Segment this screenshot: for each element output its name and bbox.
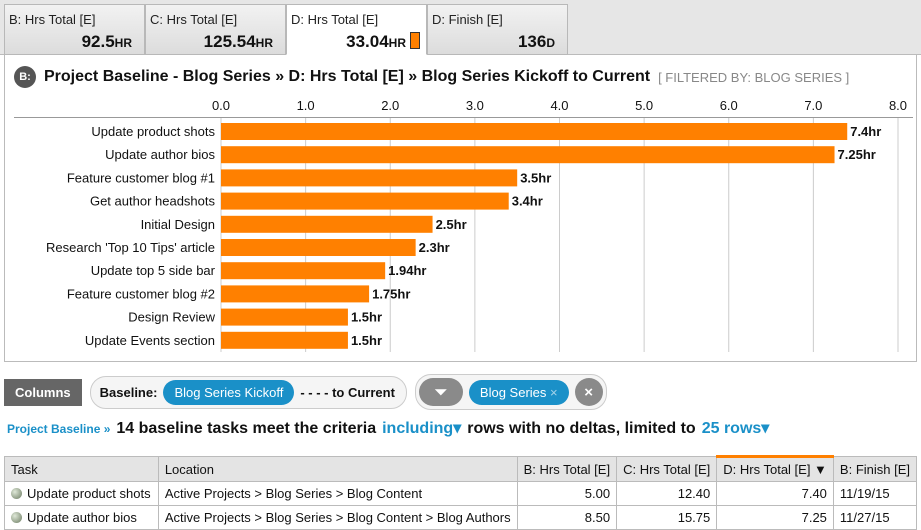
including-dropdown[interactable]: including▾ — [382, 420, 462, 437]
tasks-table: Task Location B: Hrs Total [E] C: Hrs To… — [4, 455, 918, 530]
category-label: Initial Design — [141, 217, 215, 232]
col-b-hrs[interactable]: B: Hrs Total [E] — [516, 456, 618, 482]
clear-filters-icon[interactable]: × — [574, 378, 603, 406]
tick-label: 4.0 — [550, 98, 568, 113]
category-label: Research 'Top 10 Tips' article — [46, 240, 215, 255]
col-b-finish[interactable]: B: Finish [E] — [832, 456, 918, 482]
category-label: Update author bios — [105, 147, 215, 162]
filter-pill[interactable]: Blog Series × — [468, 379, 569, 405]
bar — [221, 146, 835, 164]
baseline-pill[interactable]: Blog Series Kickoff — [163, 379, 295, 405]
bar — [221, 262, 386, 280]
add-filter-icon[interactable]: ⏷ — [418, 378, 463, 406]
bar — [221, 285, 370, 303]
tick-label: 1.0 — [297, 98, 315, 113]
tab-d-hrs-total[interactable]: D: Hrs Total [E] 33.04HR — [286, 4, 427, 55]
baseline-selector: Baseline: Blog Series Kickoff - - - - to… — [89, 375, 407, 409]
category-label: Update top 5 side bar — [91, 263, 216, 278]
rows-limit-dropdown[interactable]: 25 rows▾ — [701, 420, 770, 437]
category-label: Update product shots — [91, 124, 215, 139]
category-label: Update Events section — [85, 333, 215, 348]
summary-tabs: B: Hrs Total [E] 92.5HR C: Hrs Total [E] 1… — [0, 0, 921, 55]
data-label: 1.94hr — [388, 263, 426, 278]
col-location[interactable]: Location — [157, 456, 518, 482]
chart-panel — [4, 55, 917, 362]
table-row[interactable]: Update product shots Active Projects > B… — [4, 481, 918, 506]
category-label: Design Review — [128, 310, 215, 325]
bar — [221, 308, 348, 326]
data-label: 2.5hr — [436, 217, 467, 232]
status-icon — [11, 488, 22, 499]
criteria-line: Project Baseline » 14 baseline tasks mee… — [7, 420, 770, 437]
data-label: 3.5hr — [520, 170, 551, 185]
data-label: 1.75hr — [372, 286, 410, 301]
data-label: 3.4hr — [512, 194, 543, 209]
status-icon — [11, 512, 22, 523]
category-label: Feature customer blog #1 — [67, 170, 215, 185]
tick-label: 8.0 — [889, 98, 907, 113]
tick-label: 2.0 — [381, 98, 399, 113]
category-label: Feature customer blog #2 — [67, 286, 215, 301]
bar — [221, 331, 348, 349]
tick-label: 6.0 — [720, 98, 738, 113]
tick-label: 0.0 — [212, 98, 230, 113]
col-c-hrs[interactable]: C: Hrs Total [E] — [616, 456, 718, 482]
table-row[interactable]: Update author bios Active Projects > Blo… — [4, 505, 918, 530]
bar-chart: 0.0 1.0 2.0 3.0 4.0 5.0 6.0 7.0 8.0 Update produc… — [14, 98, 913, 352]
category-label: Get author headshots — [90, 194, 216, 209]
data-label: 7.25hr — [838, 147, 876, 162]
bar — [221, 123, 848, 140]
bar — [221, 192, 509, 210]
color-swatch — [410, 32, 420, 49]
tick-label: 3.0 — [466, 98, 484, 113]
tab-c-hrs-total[interactable]: C: Hrs Total [E] 125.54HR — [145, 4, 286, 55]
tab-d-finish[interactable]: D: Finish [E] 136D — [427, 4, 568, 55]
tab-b-hrs-total[interactable]: B: Hrs Total [E] 92.5HR — [4, 4, 145, 55]
data-label: 1.5hr — [351, 310, 382, 325]
filter-group: ⏷ Blog Series × × — [414, 374, 607, 410]
breadcrumb-project-baseline[interactable]: Project Baseline » — [7, 422, 111, 436]
remove-filter-icon[interactable]: × — [550, 384, 558, 400]
columns-button[interactable]: Columns — [4, 378, 82, 406]
bar — [221, 169, 518, 187]
bar — [221, 239, 416, 256]
col-d-hrs[interactable]: D: Hrs Total [E] ▼ — [716, 455, 834, 482]
data-label: 2.3hr — [419, 240, 450, 255]
tick-label: 7.0 — [804, 98, 822, 113]
baseline-badge: B: — [14, 66, 36, 88]
data-label: 7.4hr — [850, 124, 881, 139]
tick-label: 5.0 — [635, 98, 653, 113]
bar — [221, 215, 433, 233]
col-task[interactable]: Task — [4, 456, 159, 482]
toolbar: Columns Baseline: Blog Series Kickoff - … — [4, 374, 607, 410]
chart-title: B: Project Baseline - Blog Series » D: H… — [14, 66, 849, 88]
data-label: 1.5hr — [351, 333, 382, 348]
